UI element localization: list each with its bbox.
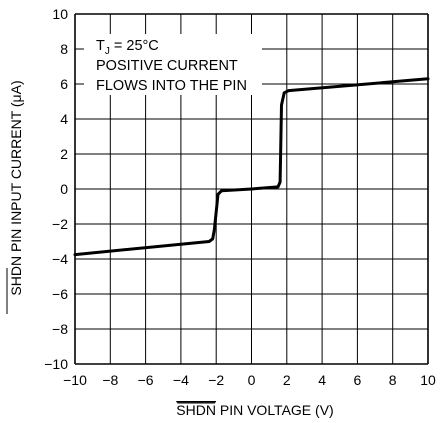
x-tick-label: 10: [420, 372, 436, 388]
annotation-background: [84, 34, 262, 95]
x-tick-label: 8: [389, 372, 397, 388]
annotation-line-2: POSITIVE CURRENT: [96, 58, 238, 74]
annotation-line-3: FLOWS INTO THE PIN: [96, 78, 247, 94]
y-tick-label: 6: [60, 76, 68, 92]
tick-labels: −10 −8 −6 −4 −2 0 2 4 6 8 10 −10 −8 −6 −4 −2 0 2 4 6 8 10: [44, 6, 436, 388]
y-tick-label: 8: [60, 41, 68, 57]
y-axis-label: SHDN PIN INPUT CURRENT (μA): [8, 80, 24, 295]
x-tick-label: −6: [138, 372, 154, 388]
x-tick-label: −8: [102, 372, 118, 388]
x-tick-label: 4: [318, 372, 326, 388]
x-tick-label: 2: [283, 372, 291, 388]
y-tick-label: 0: [60, 181, 68, 197]
y-tick-label: −4: [52, 251, 68, 267]
y-tick-label: −2: [52, 216, 68, 232]
annotation-line-1: TJ = 25°C: [96, 38, 159, 57]
y-tick-label: 2: [60, 146, 68, 162]
y-tick-label: 10: [52, 6, 68, 22]
x-tick-label: 6: [354, 372, 362, 388]
x-tick-label: −4: [173, 372, 189, 388]
y-tick-label: −10: [44, 356, 68, 372]
x-tick-label: −10: [63, 372, 87, 388]
y-tick-label: −6: [52, 286, 68, 302]
y-tick-label: −8: [52, 321, 68, 337]
series-line-current: [73, 77, 430, 257]
x-tick-label: −2: [208, 372, 224, 388]
x-tick-label: 0: [248, 372, 256, 388]
x-axis-label: SHDN PIN VOLTAGE (V): [176, 402, 333, 418]
y-tick-label: 4: [60, 111, 68, 127]
